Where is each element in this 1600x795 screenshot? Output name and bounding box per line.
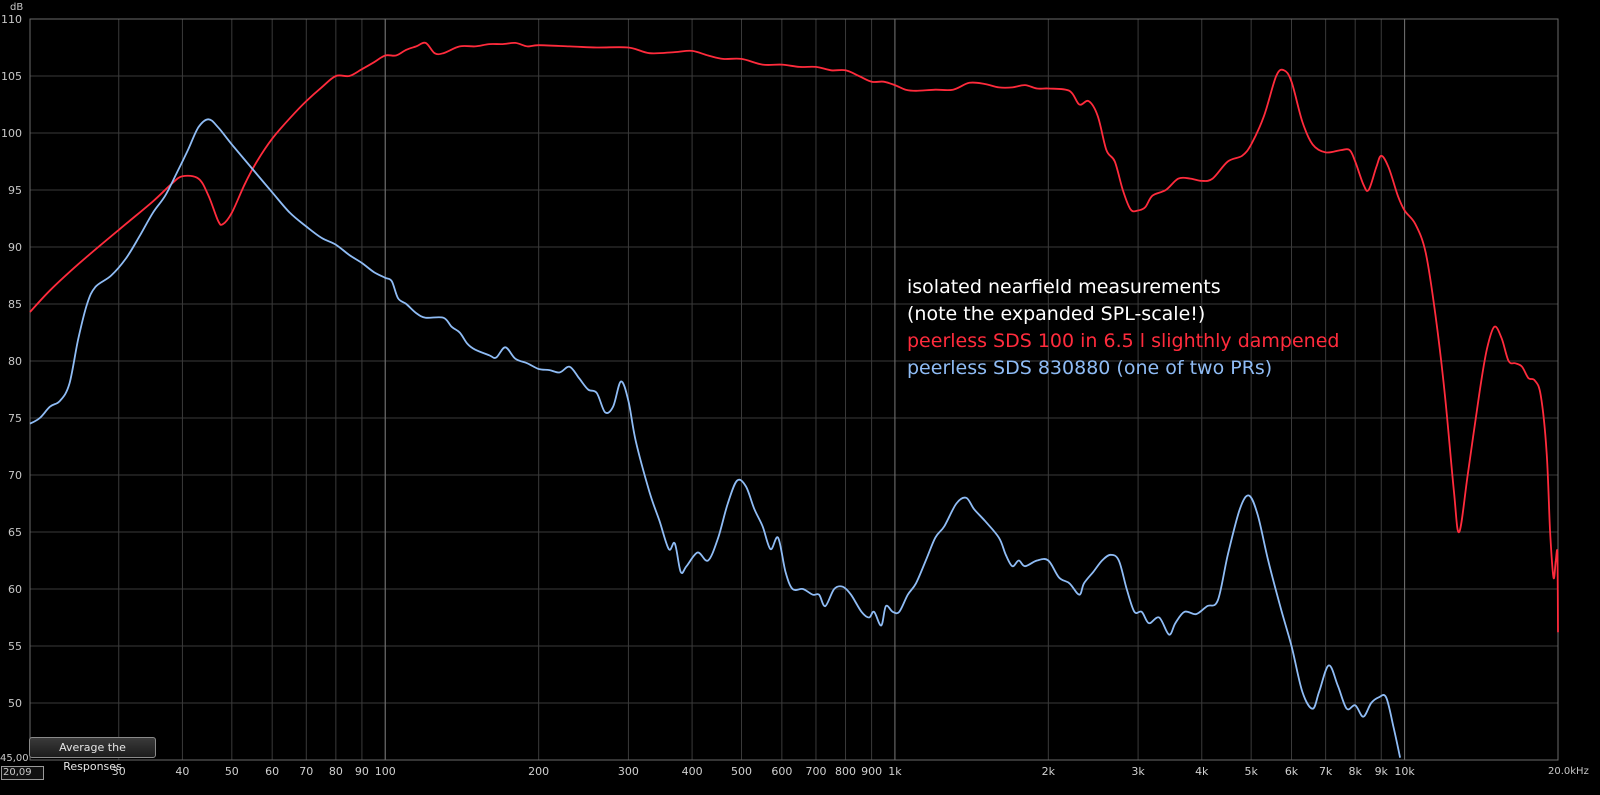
grid-major bbox=[29, 18, 1559, 761]
legend-title: isolated nearfield measurements bbox=[907, 276, 1221, 298]
series-line-red bbox=[29, 41, 1559, 633]
average-responses-button[interactable]: Average the Responses bbox=[29, 737, 156, 773]
y-tick-labels: 50 55 60 65 70 75 80 85 90 95 100 105 110 bbox=[1, 13, 22, 710]
x-tick-label: 4k bbox=[1195, 765, 1209, 778]
x-tick-label: 30 bbox=[112, 765, 126, 778]
y-tick-label: 80 bbox=[8, 355, 22, 368]
legend-note: (note the expanded SPL-scale!) bbox=[907, 303, 1206, 325]
x-tick-label: 200 bbox=[528, 765, 549, 778]
x-tick-label: 8k bbox=[1348, 765, 1362, 778]
series-line-blue bbox=[29, 118, 1401, 758]
x-tick-label: 60 bbox=[265, 765, 279, 778]
legend-series-red: peerless SDS 100 in 6.5 l slighthly damp… bbox=[907, 330, 1340, 352]
series-layer bbox=[29, 41, 1559, 758]
y-tick-label: 105 bbox=[1, 70, 22, 83]
x-min-input[interactable]: 20,09 bbox=[1, 766, 44, 780]
x-tick-label: 80 bbox=[329, 765, 343, 778]
x-tick-label: 1k bbox=[888, 765, 902, 778]
y-tick-label: 55 bbox=[8, 640, 22, 653]
x-tick-label: 50 bbox=[225, 765, 239, 778]
y-tick-label: 85 bbox=[8, 298, 22, 311]
x-tick-label: 500 bbox=[731, 765, 752, 778]
x-tick-label: 3k bbox=[1131, 765, 1145, 778]
x-tick-label: 90 bbox=[355, 765, 369, 778]
y-tick-label: 75 bbox=[8, 412, 22, 425]
x-tick-label: 700 bbox=[805, 765, 826, 778]
plot-frame bbox=[29, 18, 1559, 761]
y-tick-label: 95 bbox=[8, 184, 22, 197]
annotation-legend: isolated nearfield measurements (note th… bbox=[907, 274, 1339, 382]
x-tick-labels: 30 40 50 60 70 80 90 100 200 300 400 500 600 700 800 90… bbox=[112, 765, 1416, 778]
x-tick-label: 40 bbox=[175, 765, 189, 778]
y-tick-label: 65 bbox=[8, 526, 22, 539]
y-tick-label: 100 bbox=[1, 127, 22, 140]
y-tick-label: 70 bbox=[8, 469, 22, 482]
x-tick-label: 7k bbox=[1319, 765, 1333, 778]
x-tick-label: 100 bbox=[375, 765, 396, 778]
x-tick-label: 5k bbox=[1244, 765, 1258, 778]
x-tick-label: 600 bbox=[771, 765, 792, 778]
legend-series-blue: peerless SDS 830880 (one of two PRs) bbox=[907, 357, 1273, 379]
x-tick-label: 10k bbox=[1394, 765, 1415, 778]
y-min-label: 45,00 bbox=[0, 753, 29, 764]
x-tick-label: 9k bbox=[1375, 765, 1389, 778]
x-tick-label: 2k bbox=[1042, 765, 1056, 778]
x-tick-label: 6k bbox=[1285, 765, 1299, 778]
x-tick-label: 800 bbox=[835, 765, 856, 778]
y-tick-label: 60 bbox=[8, 583, 22, 596]
y-tick-label: 50 bbox=[8, 697, 22, 710]
y-tick-label: 90 bbox=[8, 241, 22, 254]
y-unit-label: dB bbox=[10, 2, 24, 13]
y-tick-label: 110 bbox=[1, 13, 22, 26]
x-tick-label: 300 bbox=[618, 765, 639, 778]
x-tick-label: 900 bbox=[861, 765, 882, 778]
grid-minor bbox=[30, 18, 1559, 760]
x-tick-label: 400 bbox=[682, 765, 703, 778]
x-max-label: 20.0kHz bbox=[1548, 766, 1589, 777]
x-tick-label: 70 bbox=[299, 765, 313, 778]
